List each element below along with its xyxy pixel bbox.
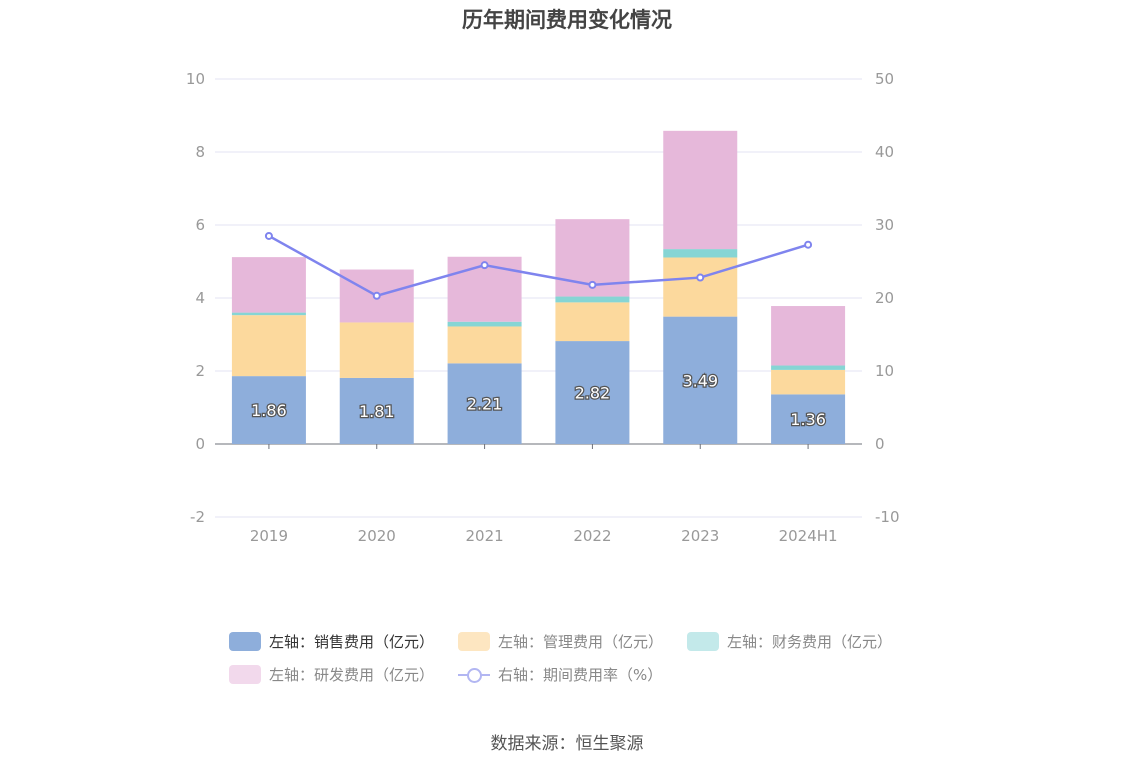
bar-segment [663,316,738,444]
expense-ratio-point [264,231,273,240]
bar-data-label: 1.36 [790,410,826,429]
bar-data-label: 1.81 [359,402,395,421]
bar-segment [231,315,306,377]
bar-segment [771,369,846,395]
expense-ratio-point [804,240,813,249]
x-tick-label: 2019 [250,527,288,545]
bar-segment [231,257,306,313]
y-left-tick-label: 10 [186,70,205,88]
expense-ratio-point [696,273,705,282]
bar-segment [447,363,522,444]
legend-item-admin[interactable]: 左轴：管理费用（亿元） [458,631,663,652]
y-right-tick-label: 0 [875,435,885,453]
x-tick-label: 2022 [573,527,611,545]
bar-segment [555,341,630,444]
y-left-tick-label: 2 [195,362,205,380]
bar-segment [663,130,738,250]
legend-item-rnd[interactable]: 左轴：研发费用（亿元） [229,664,434,685]
bar-data-label: 3.49 [682,371,718,390]
bar-segment [771,365,846,370]
legend-label-admin: 左轴：管理费用（亿元） [498,633,664,651]
legend-swatch-finance [687,632,719,651]
bar-segment [447,326,522,364]
expense-ratio-point [588,280,597,289]
legend-swatch-sales [229,632,261,651]
x-tick-label: 2024H1 [779,527,838,545]
x-tick-label: 2021 [465,527,503,545]
y-right-tick-label: 20 [875,289,894,307]
bar-segment [663,249,738,258]
y-right-tick-label: 40 [875,143,894,161]
bar-data-label: 1.86 [251,401,287,420]
y-left-tick-label: 4 [195,289,205,307]
y-left-tick-label: 8 [195,143,205,161]
legend-item-finance[interactable]: 左轴：财务费用（亿元） [687,631,892,652]
legend-label-rnd: 左轴：研发费用（亿元） [269,666,435,684]
bar-data-label: 2.21 [467,395,503,414]
x-tick-label: 2020 [358,527,396,545]
legend-item-expense-ratio[interactable]: 右轴：期间费用率（%） [458,664,662,685]
bar-segment [231,312,306,316]
chart-title: 历年期间费用变化情况 [462,8,672,32]
legend-label-sales: 左轴：销售费用（亿元） [269,633,435,651]
expense-ratio-point [480,261,489,270]
y-left-tick-label: 6 [195,216,205,234]
legend-item-sales[interactable]: 左轴：销售费用（亿元） [229,631,434,652]
bar-segment [339,377,414,444]
bar-segment [555,296,630,303]
legend-swatch-expense-ratio [458,665,490,684]
x-tick-label: 2023 [681,527,719,545]
expense-ratio-line [268,234,809,298]
legend-swatch-admin [458,632,490,651]
legend-label-expense-ratio: 右轴：期间费用率（%） [498,666,663,684]
chart-plot: -2 0 2 4 6 8 10 -10 0 10 20 30 40 50 2019 2020 2021 2022 2… [186,70,900,545]
bar-data-label: 2.82 [575,384,611,403]
y-right-tick-label: 30 [875,216,894,234]
y-right-tick-label: 10 [875,362,894,380]
expense-ratio-point [372,291,381,300]
y-right-tick-label: -10 [875,508,900,526]
bar-segment [447,321,522,327]
bar-segment [663,257,738,317]
bar-segment [339,322,414,378]
source-note: 数据来源：恒生聚源 [490,734,644,754]
y-left-tick-label: 0 [195,435,205,453]
legend-swatch-rnd [229,665,261,684]
y-left-tick-label: -2 [190,508,205,526]
y-right-tick-label: 50 [875,70,894,88]
bar-segment [555,302,630,342]
bar-segment [771,306,846,366]
bar-segment [231,376,306,444]
bar-segment [771,394,846,444]
legend-label-finance: 左轴：财务费用（亿元） [727,633,893,651]
